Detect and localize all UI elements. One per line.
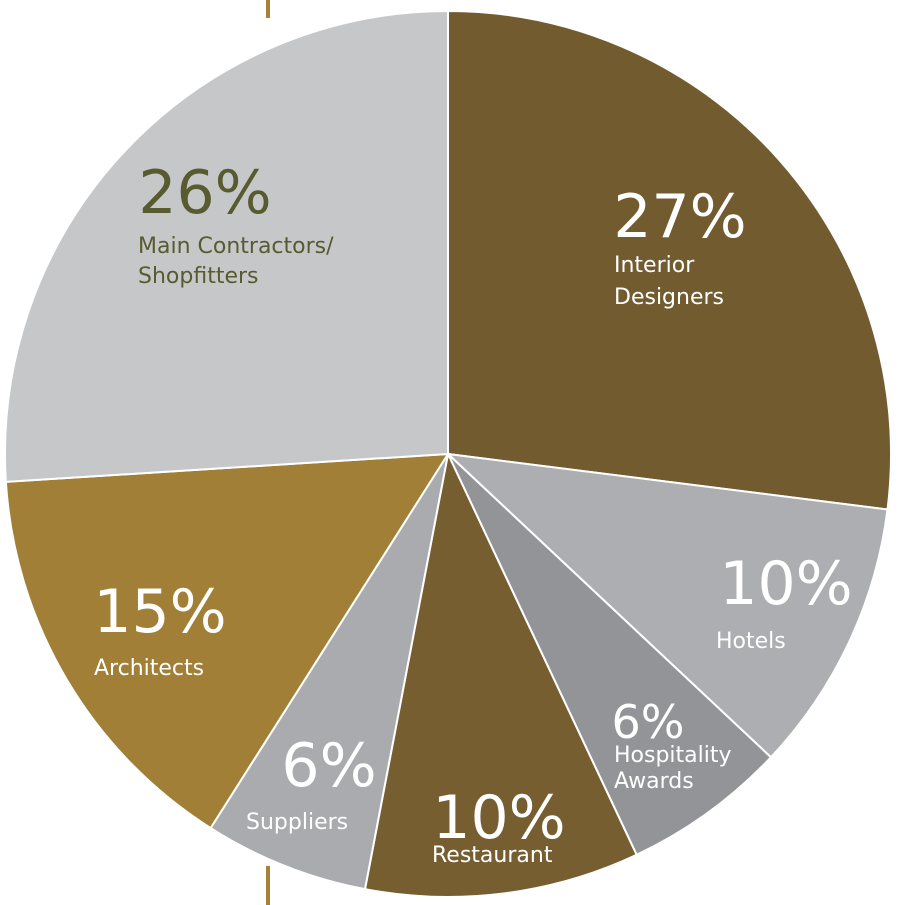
accent-line-bottom — [266, 866, 270, 905]
data-label-category-suppliers-line-1: Suppliers — [246, 810, 348, 835]
data-label-category-interior-designers-line-2: Designers — [614, 285, 724, 310]
pie-slice-suppliers — [209, 453, 449, 891]
pie-slice-main-contractors-shopfitters — [4, 9, 449, 483]
pie-slice-hospitality-awards — [447, 453, 773, 857]
pie-slice-restaurant — [363, 450, 638, 898]
data-label-percent-interior-designers: 27% — [613, 182, 746, 252]
data-label-category-main-contractors-shopfitters-line-2: Shopfitters — [138, 264, 258, 289]
data-label-category-main-contractors-shopfitters-line-1: Main Contractors/ — [138, 234, 334, 259]
data-label-category-interior-designers-line-1: Interior — [614, 253, 695, 278]
data-label-category-architects-line-1: Architects — [94, 656, 204, 681]
data-label-percent-hospitality-awards: 6% — [612, 695, 685, 749]
pie-labels: 27%InteriorDesigners10%Hotels6%Hospitali… — [93, 158, 852, 868]
data-label-percent-architects: 15% — [93, 577, 226, 647]
pie-slices — [4, 9, 892, 898]
data-label-percent-restaurant: 10% — [432, 783, 565, 853]
data-label-percent-hotels: 10% — [719, 549, 852, 619]
data-label-category-hotels-line-1: Hotels — [716, 629, 786, 654]
data-label-percent-suppliers: 6% — [281, 731, 376, 801]
data-label-category-restaurant-line-1: Restaurant — [432, 843, 553, 868]
pie-slice-hotels — [445, 452, 889, 759]
accent-line-top — [266, 0, 270, 18]
data-label-category-hospitality-awards-line-2: Awards — [614, 769, 694, 794]
data-label-category-hospitality-awards-line-1: Hospitality — [614, 743, 732, 768]
pie-slice-interior-designers — [447, 9, 892, 511]
pie-slice-architects — [4, 452, 450, 830]
data-label-percent-main-contractors-shopfitters: 26% — [138, 158, 271, 228]
